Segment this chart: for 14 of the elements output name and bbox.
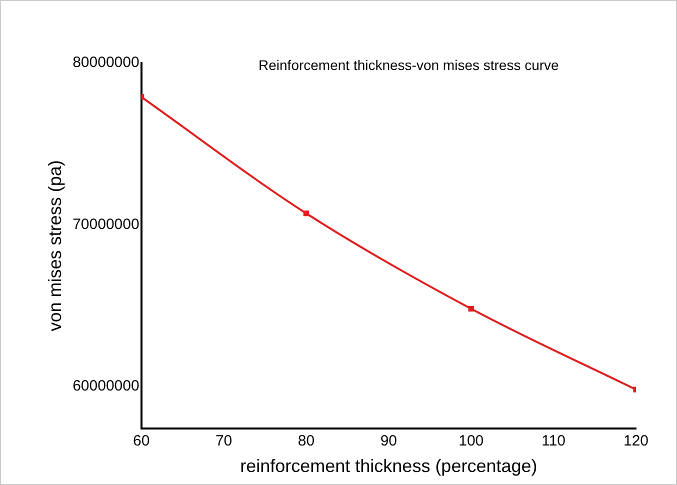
y-axis-title: von mises stress (pa) bbox=[44, 160, 65, 332]
x-tick-label: 80 bbox=[298, 432, 315, 450]
x-tick-label: 60 bbox=[132, 432, 150, 450]
x-axis-title: reinforcement thickness (percentage) bbox=[240, 456, 538, 476]
point bbox=[468, 306, 474, 312]
x-tick-label: 70 bbox=[215, 432, 232, 450]
x-tick-label: 110 bbox=[542, 432, 566, 450]
chart-title: Reinforcement thickness-von mises stress curve bbox=[258, 56, 560, 73]
y-tick-label: 70000000 bbox=[72, 216, 140, 233]
x-tick-label: 90 bbox=[380, 432, 398, 450]
x-tick-label: 100 bbox=[458, 432, 484, 450]
x-tick-label: 120 bbox=[623, 432, 649, 450]
y-tick-label: 80000000 bbox=[72, 54, 140, 72]
y-tick-label: 60000000 bbox=[72, 378, 140, 395]
